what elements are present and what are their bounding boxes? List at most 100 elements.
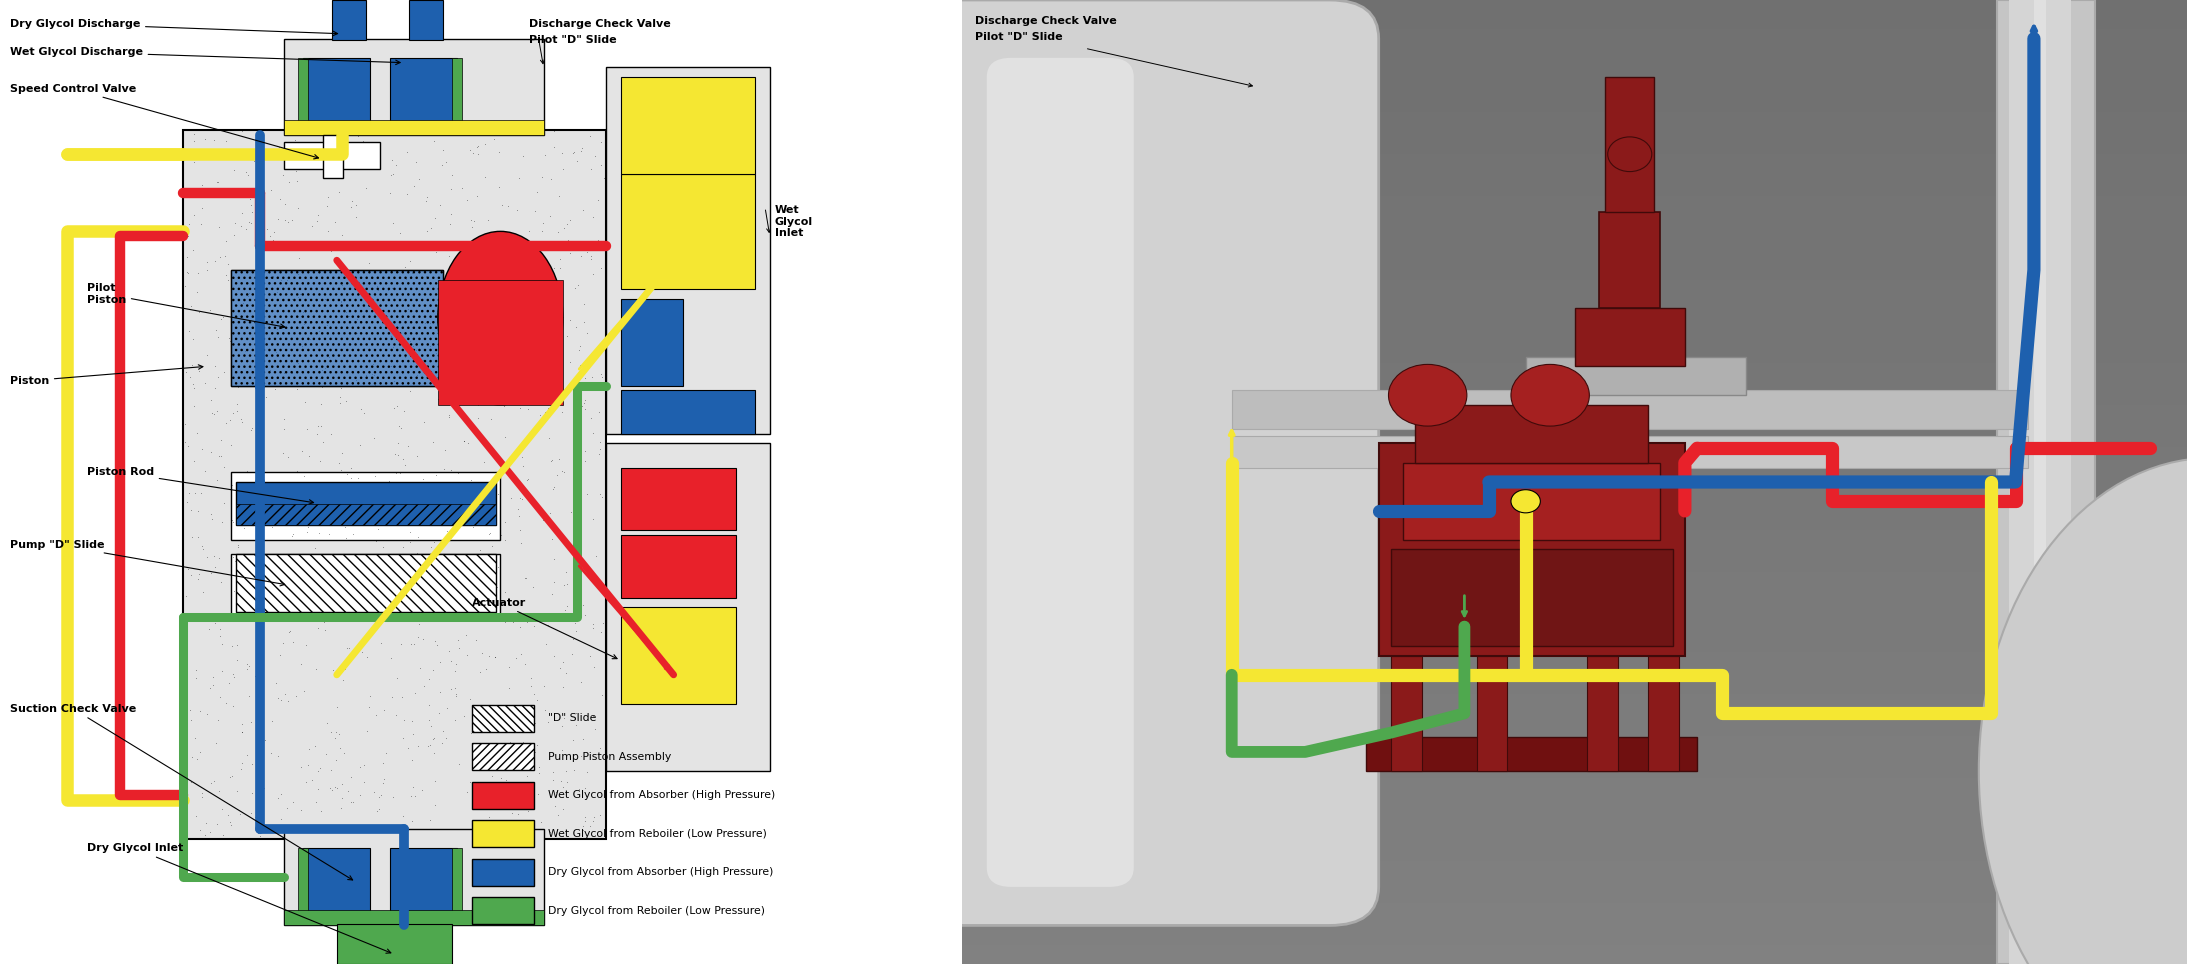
- Point: [269, 272, 304, 287]
- Bar: [389, 848, 457, 911]
- Point: [398, 789, 433, 804]
- Point: [171, 266, 206, 281]
- Point: [236, 596, 271, 611]
- Point: [346, 66, 381, 81]
- Point: [271, 882, 306, 897]
- Point: [188, 375, 223, 390]
- Point: [748, 482, 783, 497]
- Point: [321, 726, 356, 741]
- Point: [302, 324, 337, 339]
- Point: [361, 883, 396, 898]
- Point: [192, 680, 227, 695]
- Point: [429, 40, 464, 56]
- Point: [545, 718, 580, 734]
- Point: [630, 545, 665, 560]
- Point: [531, 274, 566, 289]
- Point: [289, 277, 324, 292]
- Bar: [1575, 308, 1684, 366]
- Point: [400, 629, 435, 645]
- Point: [615, 196, 650, 211]
- Point: [599, 131, 634, 147]
- Point: [262, 591, 297, 606]
- Point: [733, 518, 768, 533]
- Point: [295, 857, 330, 872]
- Point: [536, 773, 571, 789]
- Point: [400, 84, 435, 99]
- Point: [374, 570, 409, 585]
- Point: [516, 874, 551, 890]
- Point: [580, 192, 615, 207]
- Point: [324, 277, 359, 292]
- Point: [501, 91, 536, 106]
- Point: [359, 72, 394, 88]
- Point: [739, 502, 774, 518]
- Point: [667, 125, 702, 141]
- Circle shape: [1607, 137, 1651, 172]
- Point: [650, 98, 685, 114]
- Point: [177, 453, 212, 469]
- Point: [221, 396, 256, 412]
- Point: [573, 249, 608, 264]
- Point: [328, 661, 363, 677]
- Point: [247, 781, 282, 796]
- Point: [356, 430, 391, 445]
- Point: [179, 426, 214, 442]
- Point: [363, 874, 398, 890]
- Point: [448, 902, 483, 918]
- Point: [726, 484, 761, 499]
- Point: [503, 898, 538, 914]
- Point: [389, 855, 424, 870]
- Point: [617, 451, 652, 467]
- Point: [492, 889, 527, 904]
- Point: [440, 466, 475, 481]
- Point: [238, 321, 273, 336]
- Point: [422, 198, 457, 213]
- Point: [411, 106, 446, 121]
- Point: [702, 757, 737, 772]
- Point: [418, 797, 453, 813]
- Point: [197, 549, 232, 564]
- Point: [429, 523, 464, 539]
- Point: [300, 661, 335, 677]
- Point: [700, 315, 735, 331]
- Point: [394, 334, 429, 349]
- Point: [704, 226, 739, 241]
- Point: [549, 565, 584, 580]
- Point: [573, 818, 608, 834]
- Point: [584, 442, 619, 457]
- Point: [324, 228, 359, 243]
- Point: [551, 545, 586, 560]
- Point: [201, 174, 236, 190]
- Point: [617, 89, 652, 104]
- Point: [400, 843, 435, 858]
- Point: [457, 98, 492, 114]
- Point: [717, 443, 752, 459]
- Point: [678, 583, 713, 599]
- Point: [319, 724, 354, 739]
- Point: [346, 547, 381, 562]
- Point: [363, 827, 398, 843]
- Point: [409, 124, 444, 140]
- Point: [457, 214, 492, 229]
- Point: [540, 451, 575, 467]
- Point: [365, 498, 400, 514]
- Point: [278, 532, 313, 548]
- Point: [389, 144, 424, 159]
- Point: [599, 224, 634, 239]
- Point: [219, 189, 254, 204]
- Point: [691, 282, 726, 298]
- Point: [343, 262, 378, 278]
- Point: [643, 588, 678, 603]
- Point: [225, 553, 260, 569]
- Point: [304, 90, 339, 105]
- Point: [168, 416, 203, 432]
- Point: [372, 186, 407, 201]
- Point: [214, 768, 249, 784]
- Point: [518, 57, 553, 72]
- Point: [536, 122, 571, 138]
- Point: [339, 311, 374, 327]
- Point: [451, 892, 486, 907]
- Point: [179, 284, 214, 300]
- Point: [704, 412, 739, 427]
- Point: [166, 434, 201, 449]
